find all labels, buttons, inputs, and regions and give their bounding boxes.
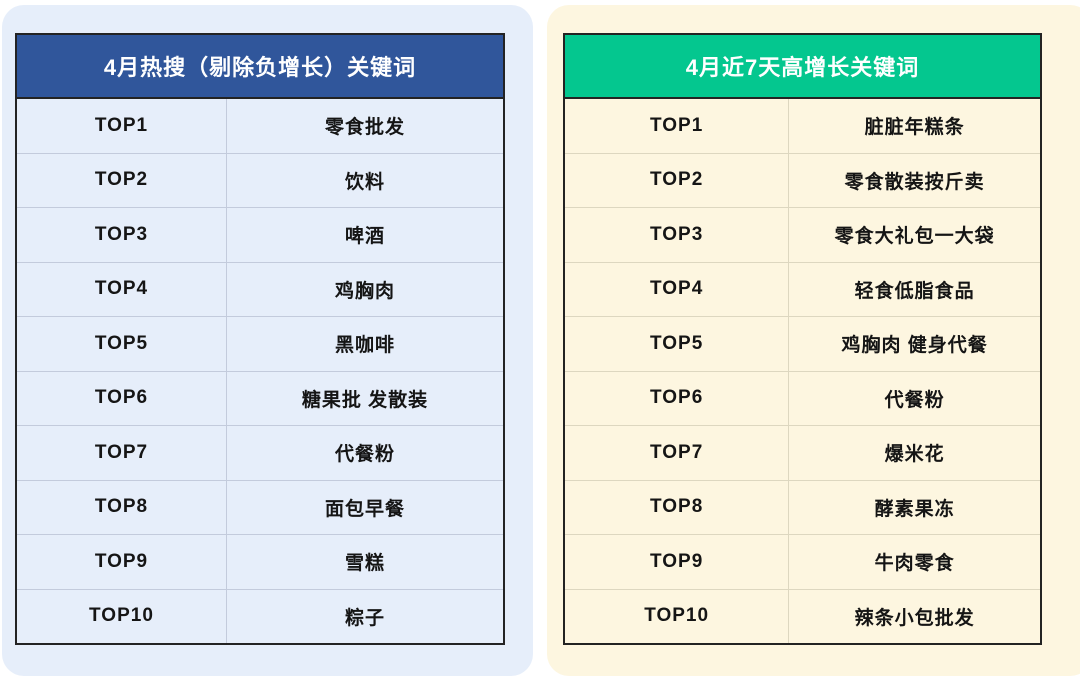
rank-cell: TOP8	[565, 480, 790, 534]
rank-cell: TOP7	[17, 426, 227, 480]
table-row: TOP4 轻食低脂食品	[565, 261, 1040, 316]
table-row: TOP1 脏脏年糕条	[565, 99, 1040, 153]
table-row: TOP8 面包早餐	[17, 479, 503, 534]
keyword-cell: 糖果批 发散装	[301, 389, 429, 411]
right-table-title: 4月近7天高增长关键词	[685, 55, 920, 80]
keyword-cell: 脏脏年糕条	[864, 117, 965, 139]
table-row: TOP1 零食批发	[17, 99, 503, 153]
table-row: TOP7 代餐粉	[17, 425, 503, 480]
keyword-cell: 零食大礼包一大袋	[834, 226, 995, 248]
rank-cell: TOP8	[17, 480, 227, 534]
rank-cell: TOP3	[565, 208, 790, 262]
keyword-cell: 面包早餐	[324, 498, 405, 520]
table-row: TOP6 糖果批 发散装	[17, 370, 503, 425]
table-row: TOP4 鸡胸肉	[17, 261, 503, 316]
keyword-cell: 饮料	[344, 171, 385, 193]
keyword-cell: 鸡胸肉 健身代餐	[841, 335, 988, 357]
table-row: TOP8 酵素果冻	[565, 479, 1040, 534]
rank-cell: TOP2	[565, 153, 790, 207]
rank-cell: TOP5	[565, 317, 790, 371]
table-row: TOP2 饮料	[17, 152, 503, 207]
table-row: TOP2 零食散装按斤卖	[565, 152, 1040, 207]
keyword-cell: 黑咖啡	[334, 335, 395, 357]
keyword-cell: 辣条小包批发	[854, 607, 975, 629]
rank-cell: TOP1	[565, 99, 790, 153]
rank-cell: TOP4	[565, 262, 790, 316]
right-panel: 4月近7天高增长关键词 TOP1 脏脏年糕条 TOP2 零食散装按斤卖 TOP3…	[547, 5, 1080, 676]
keyword-cell: 酵素果冻	[874, 498, 955, 520]
keyword-cell: 粽子	[344, 607, 385, 629]
rank-cell: TOP4	[17, 262, 227, 316]
rank-cell: TOP10	[17, 589, 227, 643]
rank-cell: TOP10	[565, 589, 790, 643]
rank-cell: TOP7	[565, 426, 790, 480]
table-row: TOP7 爆米花	[565, 425, 1040, 480]
right-table-body: TOP1 脏脏年糕条 TOP2 零食散装按斤卖 TOP3 零食大礼包一大袋 TO…	[565, 99, 1040, 643]
rank-cell: TOP6	[17, 371, 227, 425]
keyword-cell: 代餐粉	[884, 389, 945, 411]
rank-cell: TOP3	[17, 208, 227, 262]
left-table-header: 4月热搜（剔除负增长）关键词	[17, 35, 503, 99]
left-table-body: TOP1 零食批发 TOP2 饮料 TOP3 啤酒 TOP4 鸡胸肉 TOP5	[17, 99, 503, 643]
rank-cell: TOP9	[565, 535, 790, 589]
table-row: TOP10 辣条小包批发	[565, 588, 1040, 643]
left-panel: 4月热搜（剔除负增长）关键词 TOP1 零食批发 TOP2 饮料 TOP3 啤酒…	[2, 5, 533, 676]
rank-cell: TOP1	[17, 99, 227, 153]
keyword-cell: 代餐粉	[334, 444, 395, 466]
keyword-cell: 啤酒	[344, 226, 385, 248]
keyword-cell: 雪糕	[344, 553, 385, 575]
rank-cell: TOP5	[17, 317, 227, 371]
keyword-cell: 鸡胸肉	[334, 280, 395, 302]
table-row: TOP10 粽子	[17, 588, 503, 643]
rank-cell: TOP2	[17, 153, 227, 207]
table-row: TOP9 雪糕	[17, 534, 503, 589]
table-row: TOP6 代餐粉	[565, 370, 1040, 425]
left-table-title: 4月热搜（剔除负增长）关键词	[103, 55, 417, 80]
table-row: TOP3 零食大礼包一大袋	[565, 207, 1040, 262]
keyword-cell: 牛肉零食	[874, 553, 955, 575]
right-table-header: 4月近7天高增长关键词	[565, 35, 1040, 99]
rank-cell: TOP9	[17, 535, 227, 589]
table-row: TOP3 啤酒	[17, 207, 503, 262]
right-table: 4月近7天高增长关键词 TOP1 脏脏年糕条 TOP2 零食散装按斤卖 TOP3…	[563, 33, 1042, 645]
left-table: 4月热搜（剔除负增长）关键词 TOP1 零食批发 TOP2 饮料 TOP3 啤酒…	[15, 33, 505, 645]
keyword-cell: 零食散装按斤卖	[844, 171, 985, 193]
rank-cell: TOP6	[565, 371, 790, 425]
keyword-cell: 零食批发	[324, 117, 405, 139]
table-row: TOP5 鸡胸肉 健身代餐	[565, 316, 1040, 371]
keyword-cell: 轻食低脂食品	[854, 280, 975, 302]
table-row: TOP5 黑咖啡	[17, 316, 503, 371]
table-row: TOP9 牛肉零食	[565, 534, 1040, 589]
keyword-cell: 爆米花	[884, 444, 945, 466]
